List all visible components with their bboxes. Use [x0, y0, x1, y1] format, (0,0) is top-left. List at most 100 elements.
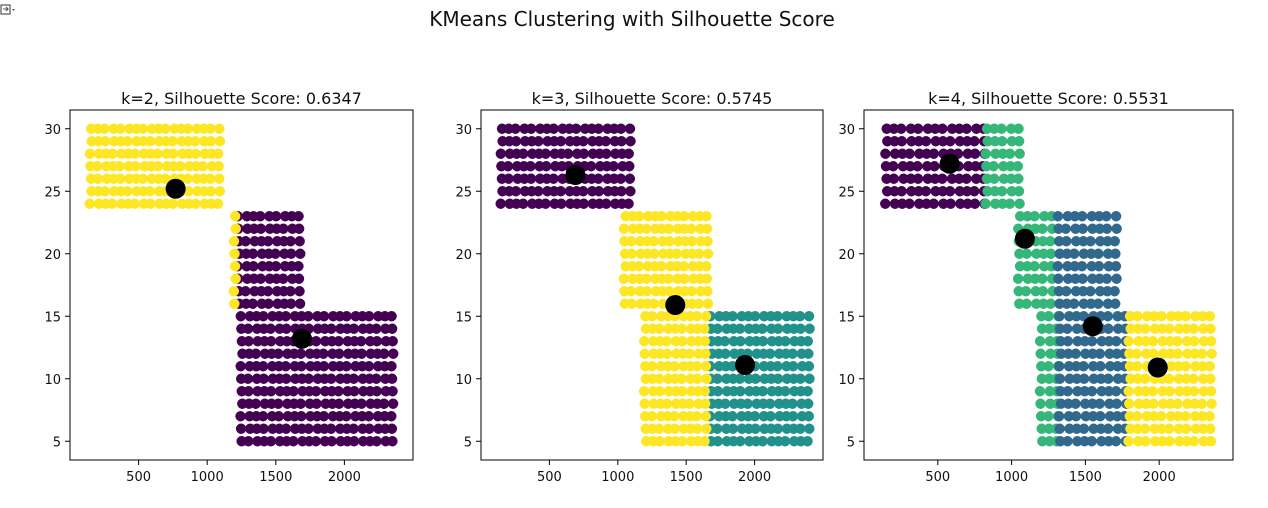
data-point — [779, 436, 791, 447]
data-point — [699, 436, 710, 447]
data-point — [318, 348, 329, 359]
data-point — [243, 386, 254, 397]
data-point — [734, 323, 746, 334]
data-point — [930, 186, 941, 197]
data-point — [1045, 398, 1056, 409]
data-point — [954, 186, 965, 197]
output-options-icon[interactable] — [0, 2, 18, 18]
data-point — [281, 323, 292, 334]
data-point — [1112, 323, 1124, 334]
data-point — [780, 386, 791, 397]
data-point — [160, 173, 171, 184]
data-point — [938, 198, 949, 209]
data-point — [518, 148, 529, 159]
data-point — [1164, 386, 1176, 397]
data-point — [378, 398, 390, 409]
data-point — [897, 148, 908, 159]
data-point — [556, 198, 567, 209]
data-point — [578, 148, 590, 159]
data-point — [1104, 361, 1116, 372]
data-point — [265, 386, 277, 397]
data-point — [250, 348, 262, 359]
data-point — [1123, 436, 1134, 447]
data-point — [727, 411, 738, 422]
data-point — [1054, 361, 1065, 372]
centroid-marker — [1147, 357, 1168, 378]
data-point — [1111, 398, 1122, 409]
data-point — [1062, 261, 1073, 272]
data-point — [1012, 161, 1023, 172]
data-point — [1054, 323, 1066, 334]
data-point — [912, 173, 924, 184]
data-point — [1139, 323, 1151, 334]
data-point — [167, 198, 179, 209]
data-point — [664, 236, 675, 247]
data-point — [955, 198, 966, 209]
data-point — [555, 136, 567, 147]
data-point — [1013, 173, 1024, 184]
data-point — [1086, 436, 1097, 447]
data-point — [1029, 261, 1040, 272]
data-point — [1013, 123, 1024, 134]
data-point — [1197, 411, 1208, 422]
data-point — [888, 123, 900, 134]
figure-title: KMeans Clustering with Silhouette Score — [429, 7, 835, 31]
data-point — [749, 411, 761, 422]
data-point — [333, 348, 345, 359]
data-point — [386, 423, 398, 434]
data-point — [1180, 423, 1192, 434]
data-point — [1006, 186, 1017, 197]
data-point — [107, 148, 118, 159]
data-point — [235, 311, 247, 322]
data-point — [1172, 398, 1183, 409]
data-point — [270, 261, 282, 272]
data-point — [676, 436, 688, 447]
data-point — [1085, 248, 1097, 259]
x-tick-label: 500 — [126, 470, 151, 485]
data-point — [735, 436, 746, 447]
data-point — [1055, 436, 1066, 447]
data-point — [1190, 411, 1201, 422]
data-point — [1069, 261, 1080, 272]
data-point — [616, 186, 627, 197]
data-point — [115, 173, 126, 184]
data-point — [802, 386, 813, 397]
data-point — [969, 198, 981, 209]
data-point — [937, 186, 949, 197]
data-point — [1014, 298, 1025, 309]
data-point — [905, 173, 916, 184]
data-point — [1133, 386, 1144, 397]
data-point — [1043, 311, 1054, 322]
data-point — [1021, 248, 1032, 259]
data-point — [982, 186, 993, 197]
data-point — [804, 423, 815, 434]
axes-frame — [480, 109, 824, 461]
data-point — [387, 386, 398, 397]
data-point — [1204, 361, 1216, 372]
data-point — [1125, 373, 1136, 384]
data-point — [356, 398, 367, 409]
data-point — [772, 361, 783, 372]
data-point — [1132, 423, 1143, 434]
data-point — [145, 198, 156, 209]
data-point — [944, 136, 956, 147]
data-point — [1053, 411, 1065, 422]
data-point — [1034, 336, 1046, 347]
data-point — [243, 436, 254, 447]
data-point — [205, 123, 216, 134]
data-point — [1158, 348, 1169, 359]
data-point — [1173, 311, 1184, 322]
data-point — [757, 323, 768, 334]
data-point — [265, 323, 276, 334]
data-point — [296, 411, 307, 422]
subplot-title: k=4, Silhouette Score: 0.5531 — [928, 89, 1169, 108]
data-point — [1102, 311, 1114, 322]
data-point — [1164, 373, 1175, 384]
data-point — [693, 248, 705, 259]
data-point — [1182, 348, 1193, 359]
data-point — [1055, 398, 1067, 409]
points — [495, 123, 815, 447]
data-point — [541, 161, 552, 172]
data-point — [1054, 248, 1065, 259]
data-point — [1141, 311, 1153, 322]
